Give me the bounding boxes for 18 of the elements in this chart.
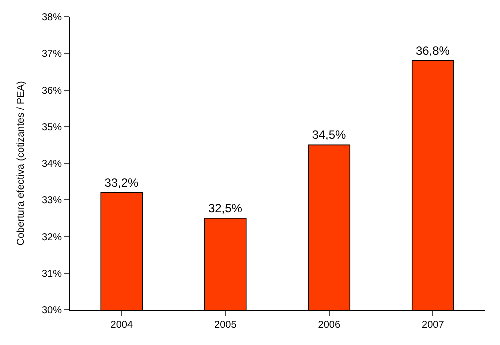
x-tick-label: 2007	[422, 320, 445, 331]
data-label: 34,5%	[312, 128, 347, 142]
y-tick-label: 36%	[42, 86, 62, 97]
y-tick-label: 38%	[42, 12, 62, 24]
data-label: 33,2%	[104, 176, 140, 190]
x-tick-label: 2005	[214, 320, 238, 331]
x-tick-label: 2004	[110, 320, 134, 331]
y-tick-label: 31%	[42, 268, 62, 280]
y-tick-label: 30%	[42, 306, 62, 316]
y-axis-title: Cobertura efectiva (cotizantes / PEA)	[16, 81, 27, 246]
x-tick-label: 2006	[318, 320, 341, 331]
y-tick-label: 34%	[42, 159, 62, 170]
y-tick-label: 35%	[42, 122, 62, 134]
data-label: 36,8%	[416, 44, 450, 58]
y-tick-label: 32%	[42, 232, 62, 244]
y-tick-label: 37%	[42, 49, 62, 60]
data-label: 32,5%	[208, 201, 243, 216]
y-tick-label: 33%	[42, 196, 62, 207]
